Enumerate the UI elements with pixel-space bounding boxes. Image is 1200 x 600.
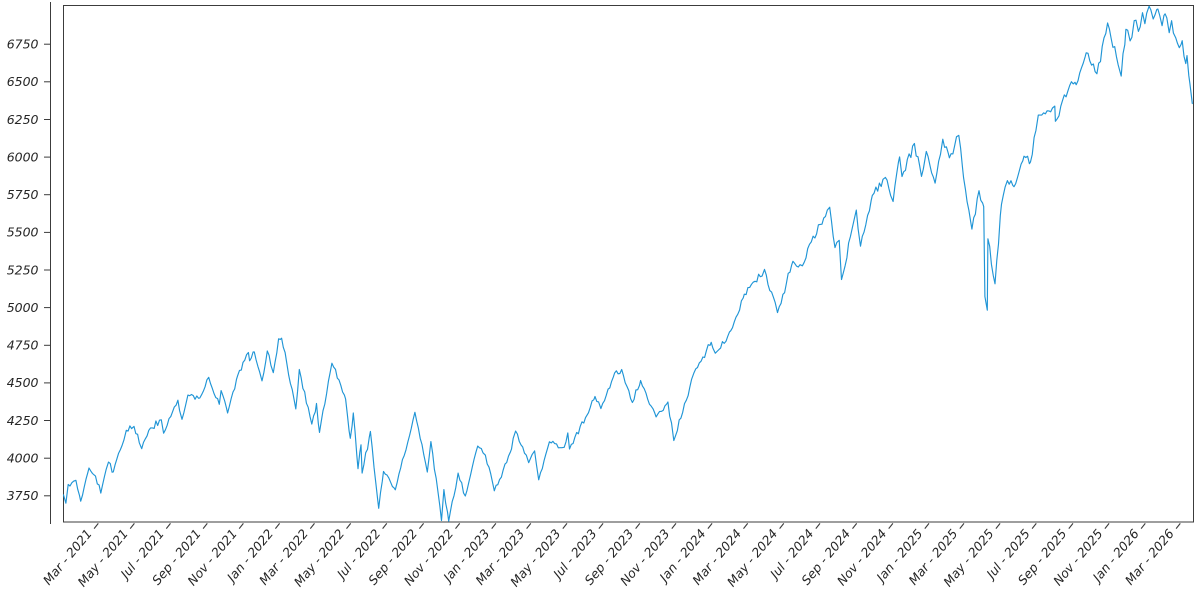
x-tick [93, 523, 99, 529]
x-tick [1140, 523, 1146, 529]
y-tick-label: 3750 [7, 488, 39, 503]
x-tick [779, 523, 785, 529]
x-tick [1068, 523, 1074, 529]
y-axis: 3750 4000 4250 4500 4750 5000 5250 5500 5750 6000… [7, 37, 51, 503]
x-tick [1175, 523, 1181, 529]
x-tick [382, 523, 388, 529]
y-tick-label: 6500 [7, 74, 39, 89]
x-tick [346, 523, 352, 529]
x-tick [924, 523, 930, 529]
y-tick-label: 6750 [7, 37, 39, 52]
x-tick [274, 523, 281, 529]
x-tick [959, 523, 965, 529]
x-tick [707, 523, 713, 529]
x-tick [238, 523, 244, 529]
y-tick-label: 5250 [7, 262, 39, 277]
x-tick [418, 523, 425, 529]
x-tick [455, 523, 461, 529]
x-tick [491, 523, 497, 529]
y-tick-label: 4500 [7, 375, 39, 390]
x-tick [202, 523, 208, 529]
x-tick [165, 523, 171, 529]
x-tick [995, 523, 1001, 529]
y-tick-label: 4000 [7, 451, 39, 466]
x-tick [888, 523, 894, 529]
y-tick-label: 5500 [7, 225, 39, 240]
x-tick [815, 523, 821, 529]
plot-border [63, 5, 1194, 523]
y-tick-label: 5000 [7, 300, 39, 315]
x-tick [1104, 523, 1110, 529]
price-line [62, 5, 1193, 522]
y-tick-label: 4250 [7, 413, 39, 428]
y-tick-label: 6000 [7, 149, 39, 164]
x-tick [562, 523, 568, 529]
x-tick [1031, 523, 1037, 529]
x-tick [526, 523, 532, 529]
x-tick [598, 523, 604, 529]
y-tick-label: 5750 [7, 187, 39, 202]
x-tick [309, 523, 315, 529]
y-tick-label: 6250 [7, 112, 39, 127]
x-tick [671, 523, 677, 529]
x-tick [852, 523, 858, 529]
x-tick [743, 523, 749, 529]
y-tick-label: 4750 [7, 338, 39, 353]
x-tick [129, 523, 135, 529]
x-tick [635, 523, 641, 529]
